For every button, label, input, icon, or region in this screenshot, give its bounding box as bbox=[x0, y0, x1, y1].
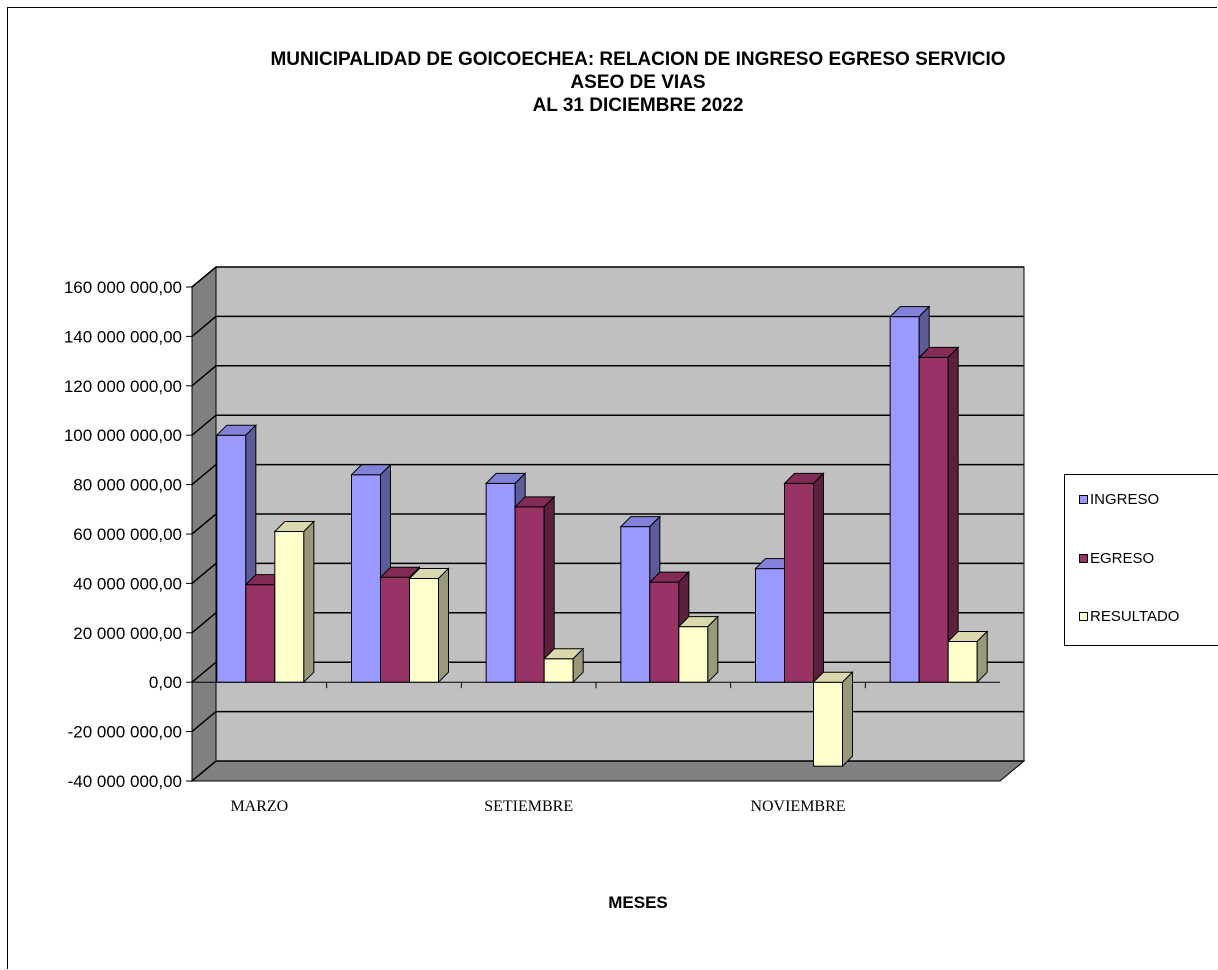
bar-ingreso bbox=[620, 526, 651, 683]
bar-side-egreso bbox=[947, 346, 959, 684]
gridline bbox=[191, 612, 1024, 634]
y-tick-label: 140 000 000,00 bbox=[64, 327, 182, 346]
legend-label-resultado: RESULTADO bbox=[1090, 608, 1180, 625]
bar-egreso bbox=[245, 584, 276, 683]
gridline bbox=[191, 365, 1024, 387]
gridline bbox=[191, 513, 1024, 535]
gridline bbox=[191, 463, 1024, 486]
bar-egreso bbox=[918, 356, 949, 683]
bar-egreso bbox=[380, 576, 410, 683]
y-tick-label: 40 000 000,00 bbox=[73, 574, 182, 593]
legend-swatch-ingreso bbox=[1079, 495, 1088, 504]
y-tick-label: 120 000 000,00 bbox=[64, 377, 182, 396]
bar-ingreso bbox=[485, 482, 516, 683]
legend-label-ingreso: INGRESO bbox=[1090, 491, 1160, 508]
y-tick-label: 80 000 000,00 bbox=[73, 476, 182, 495]
legend-swatch-egreso bbox=[1079, 554, 1088, 563]
bar-side-resultado bbox=[976, 630, 988, 684]
bar-ingreso bbox=[889, 316, 920, 683]
bar-ingreso bbox=[216, 434, 247, 683]
title-line-3: AL 31 DICIEMBRE 2022 bbox=[532, 95, 744, 116]
bar-side-resultado bbox=[438, 567, 449, 684]
gridline bbox=[191, 266, 1024, 288]
gridline bbox=[191, 562, 1024, 584]
legend-label-egreso: EGRESO bbox=[1090, 550, 1155, 567]
legend-item-egreso: EGRESO bbox=[1079, 550, 1154, 567]
gridline bbox=[191, 760, 1024, 782]
bar-side-resultado bbox=[842, 670, 853, 768]
floor bbox=[190, 760, 1026, 782]
bar-resultado bbox=[409, 577, 439, 683]
bar-ingreso bbox=[755, 568, 785, 683]
bar-resultado bbox=[274, 531, 305, 683]
legend: INGRESO EGRESO RESULTADO bbox=[1064, 474, 1218, 646]
bar-resultado bbox=[543, 658, 574, 683]
bar-side-resultado bbox=[572, 647, 584, 684]
bar-side-egreso bbox=[813, 472, 824, 684]
title-line-2: ASEO DE VIAS bbox=[570, 72, 706, 93]
bar-egreso bbox=[649, 581, 680, 683]
y-tick-label: 100 000 000,00 bbox=[64, 426, 182, 445]
gridline bbox=[191, 315, 1024, 337]
x-axis-title: MESES bbox=[608, 893, 668, 912]
legend-item-ingreso: INGRESO bbox=[1079, 491, 1159, 508]
bar-egreso bbox=[514, 506, 545, 683]
chart-title: MUNICIPALIDAD DE GOICOECHEA: RELACION DE… bbox=[0, 48, 1218, 117]
gridline bbox=[191, 710, 1024, 733]
gridline bbox=[191, 414, 1024, 436]
title-line-1: MUNICIPALIDAD DE GOICOECHEA: RELACION DE… bbox=[270, 49, 1006, 70]
y-tick-label: 20 000 000,00 bbox=[73, 624, 182, 643]
chart-frame bbox=[7, 7, 1217, 969]
y-tick-label: -40 000 000,00 bbox=[68, 772, 182, 791]
gridline bbox=[191, 661, 1024, 683]
y-tick-label: 60 000 000,00 bbox=[73, 525, 182, 544]
bar-resultado bbox=[813, 681, 843, 767]
legend-swatch-resultado bbox=[1079, 612, 1088, 621]
bar-side-resultado bbox=[303, 520, 315, 684]
x-tick-label: SETIEMBRE bbox=[484, 798, 573, 815]
bar-ingreso bbox=[351, 474, 381, 683]
bar-side-resultado bbox=[707, 615, 719, 684]
x-tick-label: NOVIEMBRE bbox=[750, 798, 845, 815]
bar-resultado bbox=[678, 626, 709, 683]
bar-resultado bbox=[947, 640, 978, 683]
y-tick-label: 160 000 000,00 bbox=[64, 278, 182, 297]
legend-item-resultado: RESULTADO bbox=[1079, 608, 1179, 625]
y-tick-label: -20 000 000,00 bbox=[68, 723, 182, 742]
bar-egreso bbox=[784, 482, 814, 683]
y-tick-label: 0,00 bbox=[149, 673, 182, 692]
x-tick-label: MARZO bbox=[230, 798, 288, 815]
